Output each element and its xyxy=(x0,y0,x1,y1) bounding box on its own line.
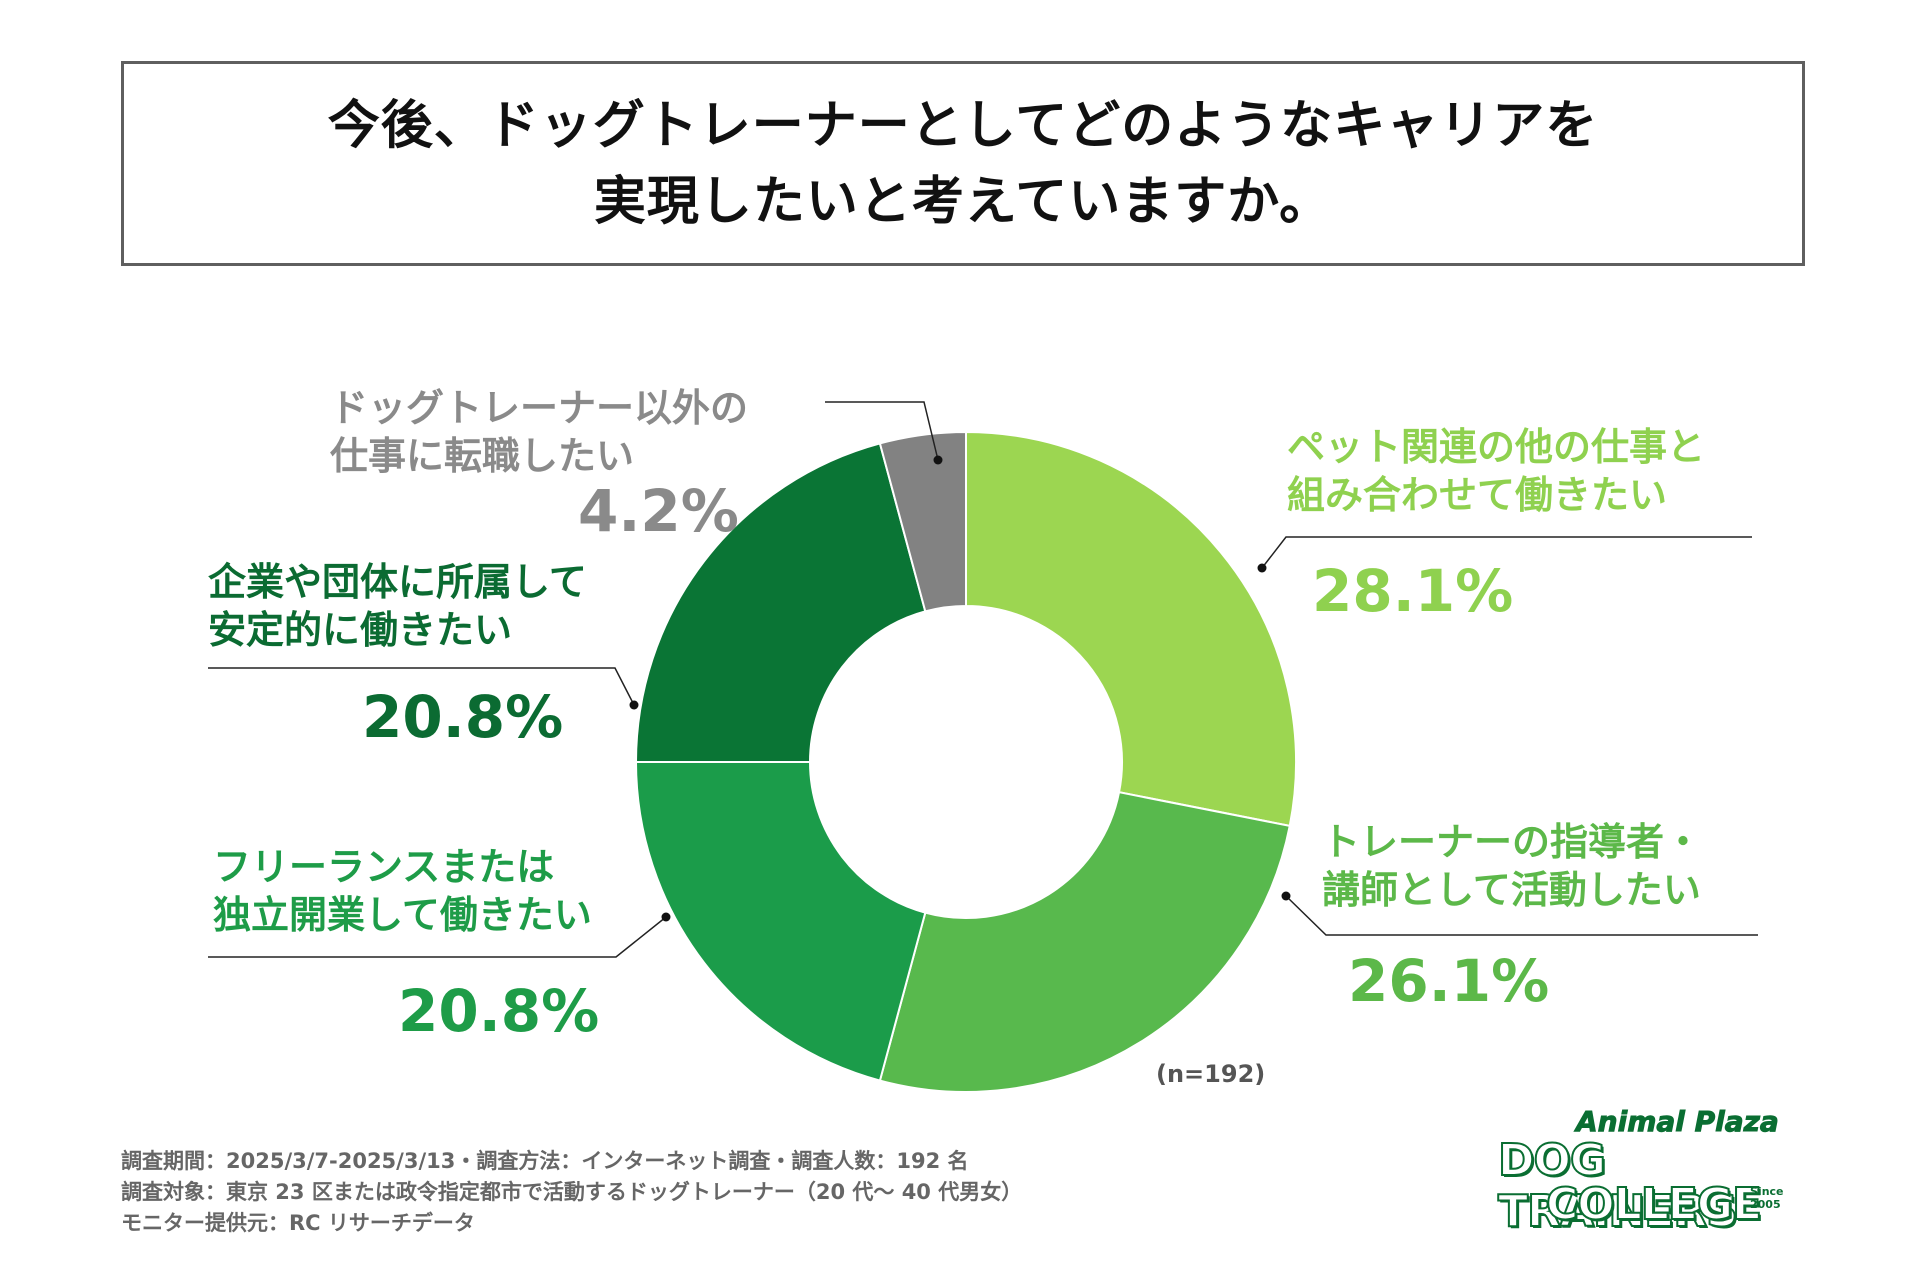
slice-value-company: 20.8% xyxy=(362,683,564,751)
slice-label-line: 独立開業して働きたい xyxy=(213,893,592,937)
footnote-monitor-source: モニター提供元：RC リサーチデータ xyxy=(121,1211,475,1235)
dog-trainers-college-logo: Animal Plaza DOG TRAINERS COLLEGE Since … xyxy=(1497,1105,1808,1239)
slice-value-career-change: 4.2% xyxy=(578,477,739,545)
title-box: 今後、ドッグトレーナーとしてどのようなキャリアを 実現したいと考えていますか。 xyxy=(121,61,1805,266)
slice-value-freelance: 20.8% xyxy=(398,977,600,1045)
slice-label-line: トレーナーの指導者・ xyxy=(1322,820,1703,864)
leader-dot-pet-related xyxy=(1257,563,1267,573)
leader-line-pet-related xyxy=(1261,536,1752,569)
slice-label-career-change: ドッグトレーナー以外の 仕事に転職したい xyxy=(330,384,748,480)
slice-label-line: 組み合わせて働きたい xyxy=(1287,473,1668,517)
donut-slice-pet-related xyxy=(965,430,1297,828)
donut-slice-company xyxy=(634,442,927,763)
leader-dot-instructor xyxy=(1281,891,1291,901)
leader-line-career-change xyxy=(825,401,939,461)
donut-slice-instructor xyxy=(878,791,1291,1093)
slice-value-instructor: 26.1% xyxy=(1348,947,1550,1015)
footnote-survey-period: 調査期間：2025/3/7-2025/3/13・調査方法：インターネット調査・調… xyxy=(121,1149,969,1173)
logo-college: COLLEGE xyxy=(1545,1178,1763,1231)
footnote-survey-target: 調査対象：東京 23 区または政令指定都市で活動するドッグトレーナー（20 代～… xyxy=(121,1180,1023,1204)
slice-label-line: フリーランスまたは xyxy=(213,845,555,889)
leader-line-company xyxy=(208,667,635,706)
sample-size-label: (n=192) xyxy=(1156,1060,1266,1088)
leader-dot-freelance xyxy=(661,912,671,922)
slice-label-line: 仕事に転職したい xyxy=(330,434,635,478)
chart-title-line-1: 今後、ドッグトレーナーとしてどのようなキャリアを xyxy=(327,95,1599,156)
slice-label-instructor: トレーナーの指導者・ 講師として活動したい xyxy=(1322,818,1702,914)
leader-dot-career-change xyxy=(933,455,943,465)
slice-label-line: 安定的に働きたい xyxy=(208,608,513,652)
chart-title-line-2: 実現したいと考えていますか。 xyxy=(593,171,1333,232)
slice-label-pet-related: ペット関連の他の仕事と 組み合わせて働きたい xyxy=(1287,423,1705,519)
logo-animal-plaza: Animal Plaza xyxy=(1576,1105,1780,1139)
slice-label-line: 企業や団体に所属して xyxy=(208,560,587,604)
leader-line-freelance xyxy=(208,916,667,958)
leader-line-instructor xyxy=(1285,895,1758,936)
slice-label-line: ペット関連の他の仕事と xyxy=(1287,425,1706,469)
donut-slice-freelance xyxy=(634,761,927,1082)
donut-slice-career-change xyxy=(878,430,967,613)
slice-label-line: 講師として活動したい xyxy=(1322,868,1701,912)
logo-dog-trainers: DOG TRAINERS xyxy=(1497,1134,1739,1238)
slice-value-pet-related: 28.1% xyxy=(1312,557,1514,625)
logo-since: Since 2005 xyxy=(1750,1185,1784,1211)
slice-label-freelance: フリーランスまたは 独立開業して働きたい xyxy=(213,843,592,939)
leader-dot-company xyxy=(629,700,639,710)
slice-label-line: ドッグトレーナー以外の xyxy=(330,386,749,430)
slice-label-company: 企業や団体に所属して 安定的に働きたい xyxy=(208,558,587,654)
